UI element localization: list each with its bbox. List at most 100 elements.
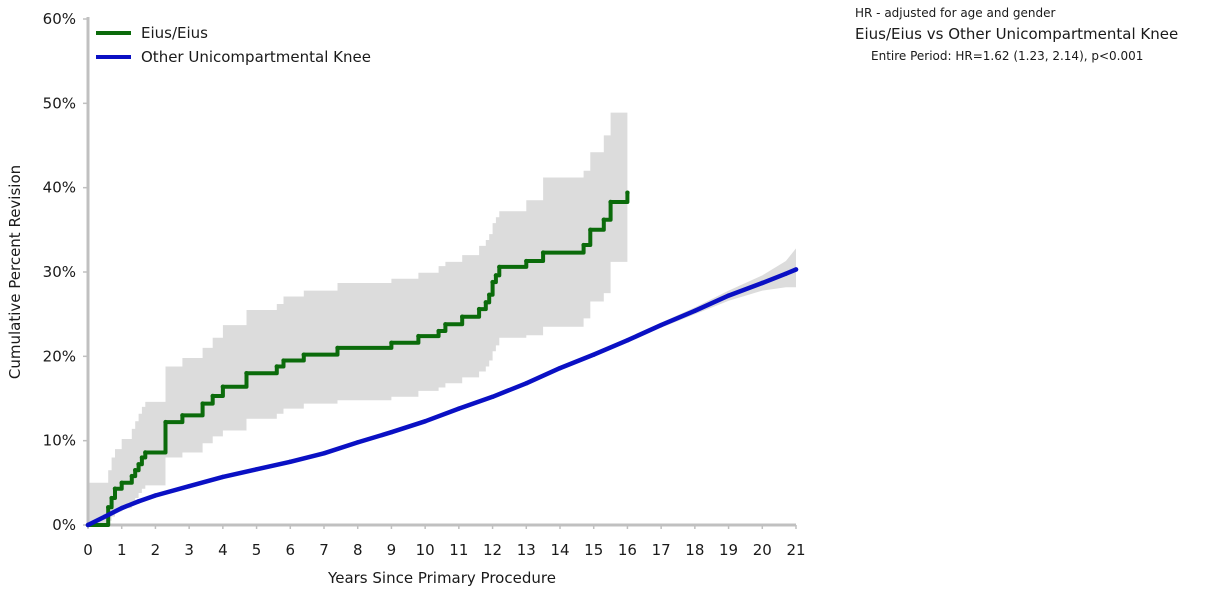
data-point-eius [281,358,286,363]
data-point-other-uka [85,522,91,528]
data-point-other-uka [783,271,789,276]
series-lines [85,190,799,528]
x-tick-label: 2 [151,541,161,559]
data-point-eius [476,306,482,312]
legend-label: Other Unicompartmental Knee [141,48,371,66]
x-tick-label: 14 [550,541,569,559]
data-point-other-uka [456,406,462,411]
confidence-bands [88,112,796,525]
data-point-eius [493,273,499,278]
data-point-eius [487,292,492,297]
data-point-eius [524,258,529,264]
hr-result-text: Entire Period: HR=1.62 (1.23, 2.14), p<0… [871,49,1144,63]
data-point-other-uka [490,394,495,400]
y-tick-label: 40% [43,179,76,197]
data-point-other-uka [591,352,596,357]
x-tick-label: 16 [618,541,637,559]
data-point-eius [180,413,185,418]
data-point-eius [460,314,465,319]
x-tick-label: 20 [753,541,772,559]
data-point-eius [588,227,593,233]
data-point-eius [436,328,441,334]
data-point-eius [490,279,495,285]
hazard-ratio-panel: HR - adjusted for age and gender Eius/Ei… [855,6,1178,63]
x-tick-label: 12 [483,541,502,559]
y-tick-label: 10% [43,432,76,450]
x-tick-label: 0 [83,541,93,559]
data-point-eius [109,495,114,501]
data-point-other-uka [760,280,765,286]
data-point-other-uka [524,381,529,386]
x-tick-label: 1 [117,541,127,559]
ci-band-eius [88,112,628,525]
data-point-other-uka [355,440,360,445]
x-tick-label: 3 [184,541,194,559]
data-point-other-uka [557,365,563,371]
data-point-eius [443,322,448,327]
data-point-other-uka [726,293,731,298]
data-point-eius [608,199,613,205]
data-point-eius [601,217,607,222]
data-point-other-uka [102,514,108,519]
x-tick-label: 6 [286,541,296,559]
data-point-eius [244,371,249,376]
data-point-other-uka [422,419,428,424]
data-point-eius [139,455,145,460]
y-axis-title: Cumulative Percent Revision [6,165,24,379]
x-tick-label: 5 [252,541,262,559]
data-point-eius [483,300,489,305]
data-point-eius [540,250,546,255]
data-point-eius [200,401,205,406]
legend: Eius/Eius Other Unicompartmental Knee [96,24,371,66]
x-tick-label: 7 [319,541,329,559]
x-tick-label: 13 [517,541,536,559]
y-tick-label: 50% [43,94,76,112]
x-tick-label: 11 [449,541,468,559]
data-point-eius [119,480,124,486]
y-tick-label: 0% [52,516,76,534]
data-point-other-uka [658,322,664,328]
x-tick-label: 17 [652,541,671,559]
data-point-other-uka [153,493,158,498]
data-point-other-uka [119,505,124,511]
legend-label: Eius/Eius [141,24,208,42]
data-point-other-uka [220,474,226,480]
data-point-eius [106,505,111,510]
data-point-eius [274,364,279,369]
data-point-eius [497,264,502,270]
data-point-eius [143,450,148,455]
data-point-other-uka [254,467,259,472]
data-point-other-uka [321,451,327,456]
y-tick-label: 20% [43,347,76,365]
data-point-eius [133,467,138,473]
data-point-other-uka [136,499,141,504]
data-point-eius [129,473,135,479]
data-point-other-uka [186,484,192,489]
data-point-other-uka [692,308,698,313]
data-point-other-uka [625,338,630,343]
data-point-eius [136,462,141,467]
data-point-eius [210,393,215,399]
data-point-eius [335,345,340,351]
x-tick-label: 21 [786,541,805,559]
x-tick-label: 10 [416,541,435,559]
data-point-other-uka [288,459,293,464]
data-point-eius [220,384,226,389]
data-point-eius [581,242,586,248]
hr-comparison-title: Eius/Eius vs Other Unicompartmental Knee [855,25,1179,43]
y-tick-label: 30% [43,263,76,281]
x-tick-label: 4 [218,541,228,559]
data-point-other-uka [389,430,394,435]
y-tick-label: 60% [43,10,76,28]
data-point-eius [163,419,168,425]
x-tick-label: 8 [353,541,363,559]
data-point-eius [112,486,118,491]
x-tick-label: 9 [387,541,397,559]
axes: 0%10%20%30%40%50%60%0 1 2 3 4 5 6 7 8 9 10 11 12 13 14… [43,10,806,559]
x-tick-label: 15 [584,541,603,559]
x-tick-label: 18 [685,541,704,559]
data-point-eius [625,190,630,195]
data-point-other-uka [793,267,799,272]
data-point-eius [301,352,306,357]
